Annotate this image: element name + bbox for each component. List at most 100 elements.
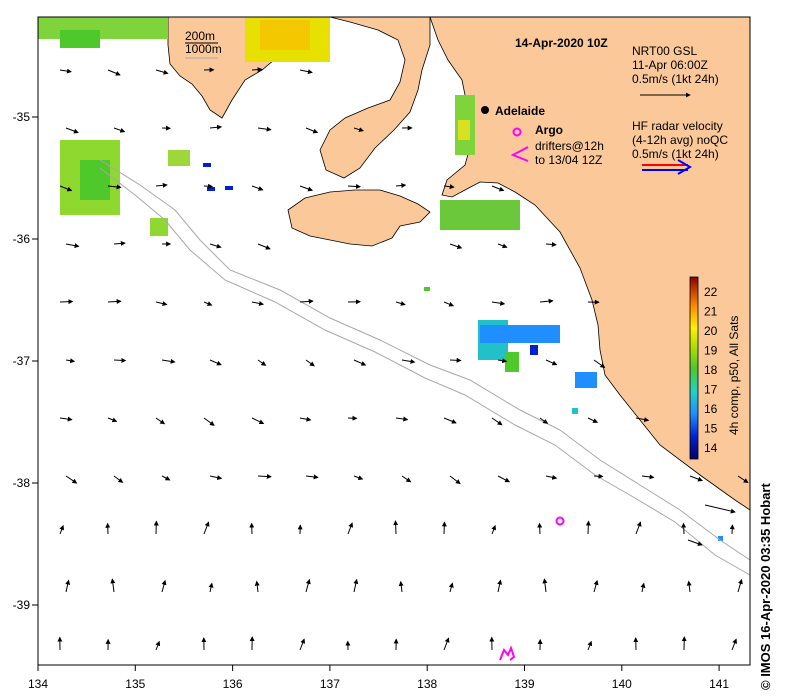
current-arrow-icon: [257, 359, 267, 366]
current-arrow-icon: [441, 521, 447, 535]
x-tick-label: 135: [125, 677, 145, 691]
city-marker-icon: [481, 106, 489, 114]
current-arrow-icon: [305, 359, 315, 367]
argo-float-icon: [555, 516, 565, 526]
current-arrow-icon: [59, 299, 74, 305]
radar-legend-line2: (4-12h avg) noQC: [632, 133, 728, 147]
colorbar-tick-label: 16: [704, 402, 718, 416]
current-arrow-icon: [299, 298, 314, 304]
radar-legend-line1: HF radar velocity: [632, 119, 723, 133]
current-arrow-icon: [398, 580, 404, 593]
current-arrow-icon: [203, 417, 215, 426]
current-arrow-icon: [107, 417, 118, 423]
plot-area: [38, 16, 751, 651]
land-kangaroo-island: [287, 189, 431, 247]
current-arrow-icon: [587, 640, 593, 651]
argo-label: Argo: [535, 123, 563, 137]
current-arrow-icon: [443, 417, 457, 424]
current-arrow-icon: [395, 183, 407, 188]
current-arrow-icon: [395, 301, 406, 306]
current-arrow-icon: [257, 126, 272, 132]
x-axis: 134 135 136 137 138 139 140 141: [28, 665, 729, 691]
current-arrow-icon: [299, 416, 312, 422]
drifter-legend-line1: drifters@12h: [535, 139, 604, 153]
colorbar-tick-label: 17: [704, 383, 718, 397]
current-arrow-icon: [161, 579, 167, 593]
colorbar-tick-label: 14: [704, 441, 718, 455]
land-mainland-east: [429, 16, 751, 511]
current-arrow-icon: [401, 475, 412, 483]
x-tick-label: 137: [320, 677, 340, 691]
city-label: Adelaide: [495, 104, 545, 118]
current-arrow-icon: [110, 578, 116, 593]
current-arrow-icon: [209, 359, 222, 366]
current-vectors: [57, 67, 749, 651]
argo-legend-icon: [512, 127, 522, 137]
current-arrow-icon: [107, 184, 122, 190]
gsl-legend-line3: 0.5m/s (1kt 24h): [632, 72, 719, 86]
current-arrow-icon: [449, 357, 462, 363]
current-arrow-icon: [449, 475, 461, 485]
current-arrow-icon: [497, 243, 508, 249]
current-arrow-icon: [640, 582, 646, 593]
current-arrow-icon: [305, 578, 311, 593]
plot-frame: [37, 16, 751, 666]
current-arrow-icon: [113, 357, 127, 363]
current-arrow-icon: [443, 301, 455, 307]
current-arrow-icon: [491, 524, 497, 535]
current-arrow-icon: [59, 68, 72, 74]
x-tick-label: 139: [514, 677, 534, 691]
current-arrow-icon: [497, 475, 511, 483]
current-arrow-icon: [401, 358, 416, 364]
colorbar-label: 4h comp, p50, All Sats: [727, 316, 741, 435]
current-arrow-icon: [497, 358, 508, 364]
current-arrow-icon: [209, 124, 223, 130]
current-arrow-icon: [491, 300, 506, 306]
current-arrow-icon: [539, 298, 554, 304]
current-arrow-icon: [635, 417, 650, 422]
current-arrow-icon: [593, 473, 604, 479]
current-arrow-icon: [155, 182, 168, 188]
current-arrow-icon: [208, 582, 214, 593]
current-arrow-icon: [257, 243, 271, 250]
y-tick-label: -39: [13, 598, 31, 612]
current-arrow-icon: [353, 127, 364, 132]
current-arrow-icon: [299, 185, 313, 192]
isobath-200m: [99, 159, 751, 561]
current-arrow-icon: [305, 127, 319, 134]
current-arrow-icon: [251, 417, 265, 425]
y-tick-label: -37: [13, 354, 31, 368]
current-arrow-icon: [497, 579, 503, 593]
current-arrow-icon: [155, 640, 161, 651]
x-tick-label: 136: [223, 677, 243, 691]
current-arrow-icon: [251, 67, 263, 73]
colorbar-tick-label: 21: [704, 305, 718, 319]
colorbar-tick-label: 18: [704, 363, 718, 377]
current-arrow-icon: [545, 474, 558, 480]
current-arrow-icon: [542, 578, 548, 593]
current-arrow-icon: [254, 580, 260, 593]
current-arrow-icon: [203, 301, 213, 306]
colorbar: 22 21 20 19 18 17 16 15 14 4h comp, p50, All Sat…: [689, 276, 741, 460]
current-arrow-icon: [545, 241, 557, 247]
gsl-legend-line1: NRT00 GSL: [632, 44, 697, 58]
current-arrow-icon: [593, 359, 606, 368]
current-arrow-icon: [161, 358, 176, 364]
colorbar-tick-label: 20: [704, 324, 718, 338]
current-arrow-icon: [107, 299, 122, 305]
map-title: 14-Apr-2020 10Z: [515, 36, 608, 50]
current-arrow-icon: [539, 417, 549, 424]
current-arrow-icon: [65, 579, 71, 593]
current-arrow-icon: [107, 69, 121, 76]
current-arrow-icon: [731, 638, 738, 651]
current-arrow-icon: [251, 301, 265, 306]
colorbar-tick-label: 15: [704, 422, 718, 436]
current-arrow-icon: [449, 243, 463, 249]
current-arrow-icon: [65, 358, 76, 364]
current-arrow-icon: [155, 417, 166, 425]
current-arrow-icon: [65, 243, 80, 249]
current-arrow-icon: [395, 416, 409, 422]
current-arrow-icon: [443, 637, 450, 651]
isobath-1000m: [99, 167, 751, 576]
